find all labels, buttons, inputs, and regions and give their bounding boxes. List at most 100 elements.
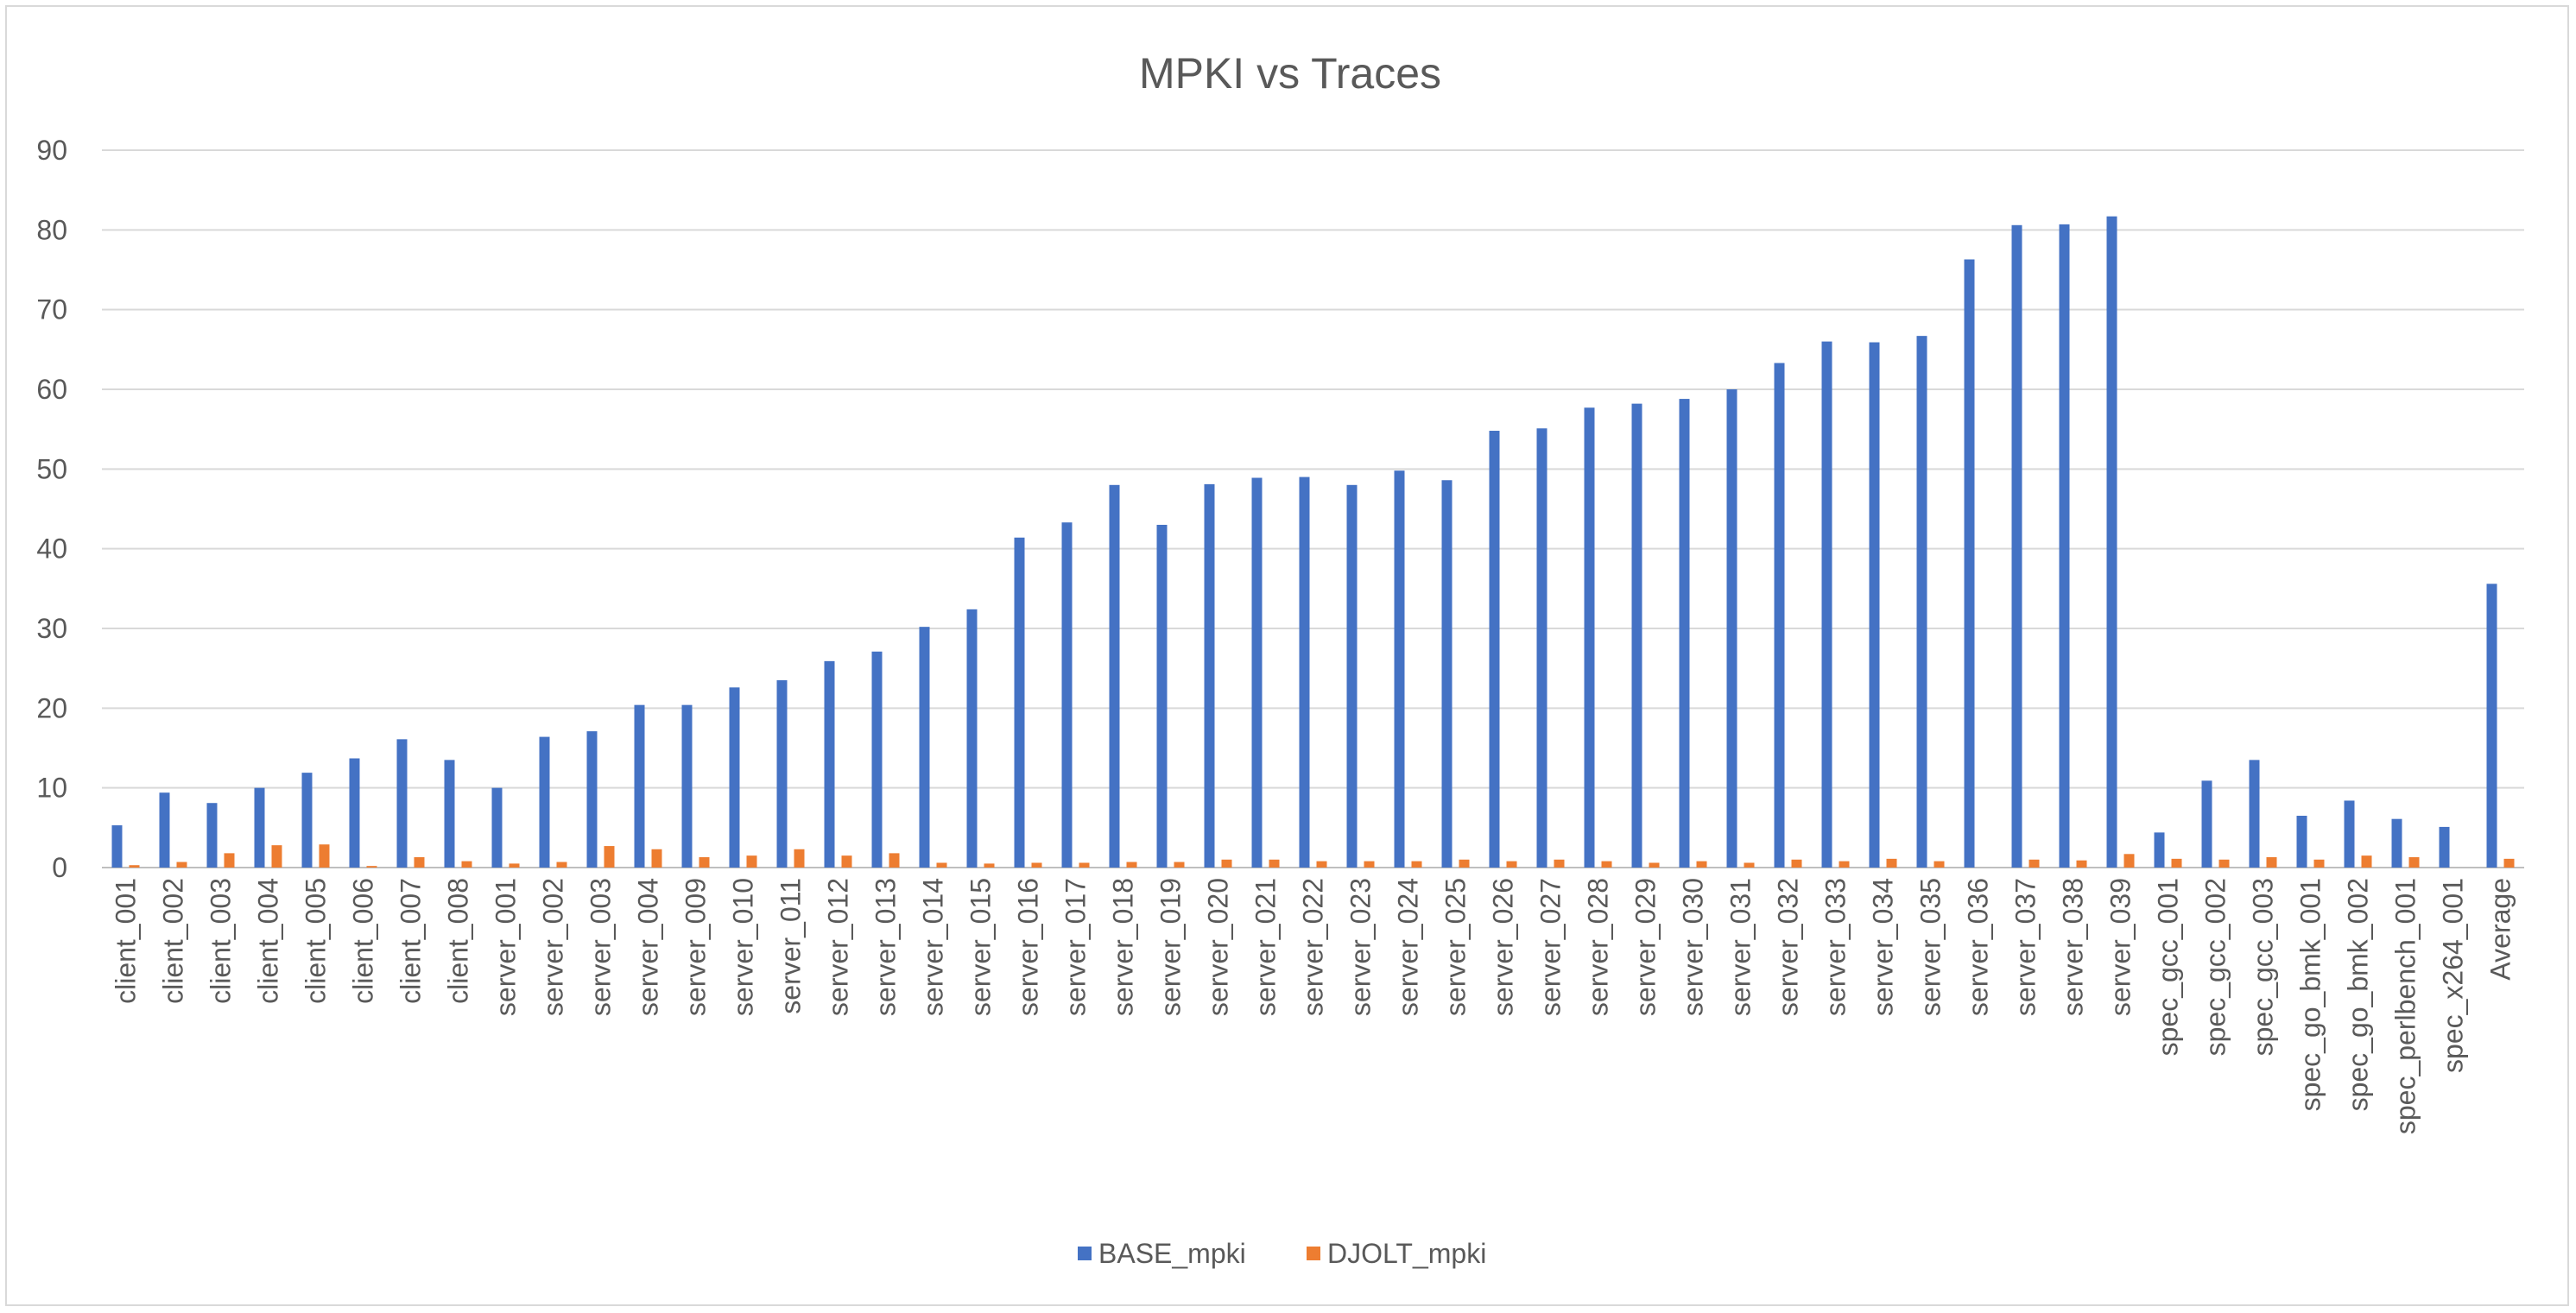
x-tick-label: client_002	[158, 878, 189, 1004]
y-tick-label: 50	[36, 453, 67, 484]
chart-canvas: MPKI vs Traces 0 10 20 30 40 50 60 70 80 90 clien…	[36, 49, 2524, 1269]
x-tick-label: server_017	[1060, 878, 1092, 1016]
bar-base-mpki	[1489, 431, 1500, 868]
x-tick-label: server_030	[1678, 878, 1709, 1016]
x-tick-label: client_006	[348, 878, 379, 1004]
bar-djolt-mpki	[2076, 860, 2087, 868]
bar-base-mpki	[871, 651, 883, 868]
bar-djolt-mpki	[2361, 855, 2372, 868]
x-tick-label: server_003	[585, 878, 617, 1016]
bar-base-mpki	[1204, 483, 1215, 868]
bar-base-mpki	[2249, 760, 2260, 868]
bar-djolt-mpki	[1649, 862, 1660, 868]
x-tick-label: server_031	[1725, 878, 1756, 1016]
x-tick-label: client_001	[111, 878, 142, 1004]
x-tick-label: server_033	[1820, 878, 1851, 1016]
bar-base-mpki	[2154, 832, 2165, 868]
legend-label: BASE_mpki	[1098, 1238, 1246, 1269]
bar-base-mpki	[301, 773, 313, 868]
bar-base-mpki	[349, 758, 360, 868]
bar-base-mpki	[206, 803, 218, 868]
bar-djolt-mpki	[1411, 861, 1422, 868]
bar-base-mpki	[2106, 216, 2117, 868]
bar-base-mpki	[159, 792, 170, 868]
bar-base-mpki	[1061, 522, 1073, 868]
bar-djolt-mpki	[2218, 859, 2230, 868]
x-tick-label: server_012	[823, 878, 854, 1016]
x-tick-label: spec_perlbench_001	[2390, 878, 2421, 1134]
bar-base-mpki	[586, 731, 598, 868]
bar-base-mpki	[919, 627, 930, 868]
bar-base-mpki	[966, 609, 978, 868]
bar-base-mpki	[2011, 224, 2022, 868]
y-tick-label: 60	[36, 374, 67, 405]
bar-djolt-mpki	[794, 849, 805, 868]
bar-base-mpki	[2486, 584, 2497, 868]
bar-djolt-mpki	[366, 866, 377, 868]
bar-djolt-mpki	[699, 856, 710, 868]
x-tick-label: server_036	[1963, 878, 1994, 1016]
x-tick-label: server_025	[1440, 878, 1472, 1016]
bar-djolt-mpki	[1221, 859, 1232, 868]
bar-djolt-mpki	[1601, 861, 1612, 868]
bar-base-mpki	[1299, 477, 1310, 868]
bar-base-mpki	[1726, 389, 1737, 868]
gridlines	[102, 149, 2524, 868]
bar-djolt-mpki	[129, 865, 140, 868]
bar-base-mpki	[1774, 363, 1785, 868]
bar-djolt-mpki	[1506, 861, 1517, 868]
x-tick-label: server_009	[680, 878, 712, 1016]
x-tick-label: server_011	[775, 878, 807, 1014]
bar-base-mpki	[776, 680, 788, 868]
bar-djolt-mpki	[1079, 862, 1090, 868]
x-tick-label: client_008	[443, 878, 474, 1004]
legend: BASE_mpki DJOLT_mpki	[1078, 1238, 1486, 1269]
x-tick-label: server_019	[1155, 878, 1187, 1016]
bar-djolt-mpki	[2123, 854, 2135, 868]
y-axis: 0 10 20 30 40 50 60 70 80 90	[36, 135, 67, 883]
bar-base-mpki	[1631, 403, 1642, 868]
bar-base-mpki	[1156, 524, 1168, 868]
bar-djolt-mpki	[889, 853, 900, 868]
bar-base-mpki	[729, 687, 740, 868]
bar-base-mpki	[1964, 259, 1975, 868]
x-tick-label: server_020	[1203, 878, 1234, 1016]
bar-base-mpki	[2201, 780, 2212, 868]
x-tick-label: spec_gcc_003	[2248, 878, 2279, 1056]
x-tick-label: server_013	[870, 878, 902, 1016]
x-tick-label: client_007	[396, 878, 427, 1004]
bar-djolt-mpki	[746, 855, 757, 868]
x-tick-label: spec_go_bmk_002	[2343, 878, 2374, 1111]
bar-base-mpki	[396, 739, 408, 868]
bar-djolt-mpki	[1696, 861, 1707, 868]
bar-base-mpki	[1109, 484, 1120, 868]
bar-djolt-mpki	[2408, 856, 2420, 868]
bar-base-mpki	[1394, 470, 1405, 868]
bar-djolt-mpki	[1126, 862, 1137, 868]
y-tick-label: 30	[36, 613, 67, 644]
bar-djolt-mpki	[556, 862, 567, 868]
x-tick-label: server_038	[2058, 878, 2089, 1016]
bar-base-mpki	[1821, 341, 1832, 868]
bar-base-mpki	[2059, 224, 2070, 868]
y-tick-label: 10	[36, 773, 67, 804]
bar-djolt-mpki	[414, 856, 425, 868]
bar-base-mpki	[634, 704, 645, 868]
x-tick-label: server_027	[1535, 878, 1566, 1016]
x-tick-label: server_037	[2010, 878, 2041, 1016]
x-tick-label: server_023	[1345, 878, 1377, 1016]
bar-djolt-mpki	[1316, 861, 1327, 868]
bar-djolt-mpki	[1554, 859, 1565, 868]
bar-base-mpki	[539, 736, 550, 868]
bar-base-mpki	[444, 760, 455, 868]
bar-base-mpki	[2296, 815, 2307, 868]
chart-area: MPKI vs Traces 0 10 20 30 40 50 60 70 80 90 clien…	[5, 5, 2569, 1306]
bar-djolt-mpki	[2266, 856, 2277, 868]
bar-djolt-mpki	[936, 862, 947, 868]
x-tick-label: client_004	[253, 878, 284, 1004]
x-tick-label: server_024	[1393, 878, 1424, 1016]
bar-djolt-mpki	[224, 853, 235, 868]
bar-djolt-mpki	[1459, 859, 1470, 868]
bar-base-mpki	[1251, 477, 1263, 868]
bar-base-mpki	[1441, 480, 1453, 868]
